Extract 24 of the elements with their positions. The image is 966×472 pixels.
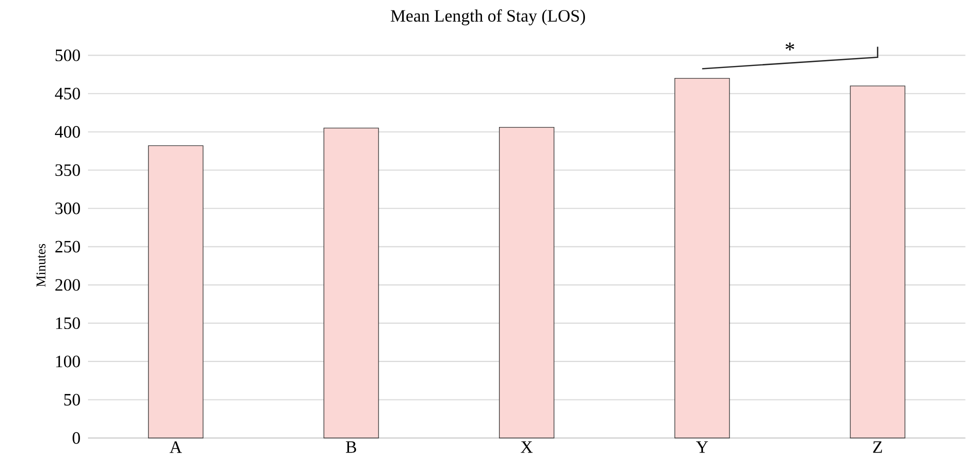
y-tick-label: 400 xyxy=(54,126,80,138)
x-tick-label: A xyxy=(170,441,182,453)
y-tick-label: 200 xyxy=(55,279,80,291)
chart-title: Mean Length of Stay (LOS) xyxy=(390,9,585,26)
y-tick-label: 250 xyxy=(55,240,80,253)
y-tick-label: 350 xyxy=(55,164,80,176)
bar xyxy=(324,128,379,438)
y-tick-label: 300 xyxy=(55,202,80,214)
y-tick-label: 50 xyxy=(64,394,80,406)
y-tick-label: 150 xyxy=(56,317,80,330)
y-tick-label: 0 xyxy=(72,432,80,444)
x-tick-label: X xyxy=(520,441,533,453)
bar xyxy=(148,145,204,438)
x-tick-label: B xyxy=(346,441,356,453)
y-tick-label: 500 xyxy=(56,49,80,62)
y-tick-label: 450 xyxy=(54,88,80,100)
text: * xyxy=(786,42,794,50)
bar xyxy=(499,126,554,438)
bar xyxy=(674,78,730,438)
y-axis-title: Minutes xyxy=(36,244,46,287)
bar xyxy=(850,86,906,438)
x-tick-label: Z xyxy=(873,441,882,453)
x-tick-label: Y xyxy=(696,441,708,453)
y-tick-label: 100 xyxy=(56,356,80,368)
